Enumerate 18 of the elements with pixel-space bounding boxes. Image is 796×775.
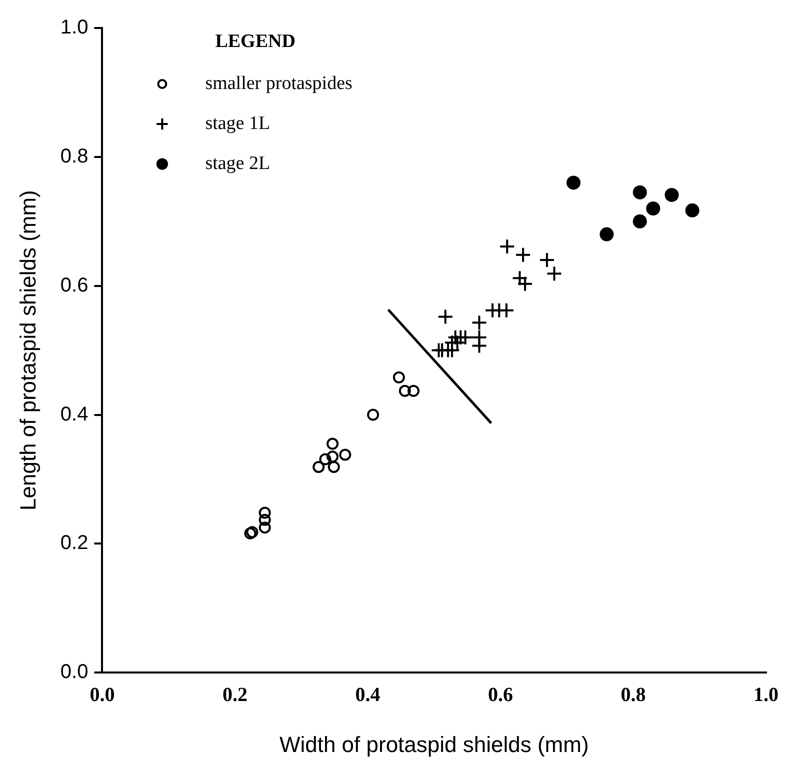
x-tick-label: 0.8	[620, 684, 646, 706]
y-tick-label: 0.4	[60, 403, 88, 426]
x-tick-label: 0.4	[355, 684, 380, 706]
x-tick-label: 0.6	[488, 684, 513, 706]
y-tick-label: 1.0	[60, 16, 88, 39]
legend-title: LEGEND	[215, 30, 296, 52]
legend-label: stage 2L	[205, 152, 270, 174]
x-tick-label: 0.0	[90, 684, 115, 706]
y-tick-label: 0.2	[60, 532, 88, 554]
y-axis-title: Length of protaspid shields (mm)	[15, 190, 40, 510]
y-tick-label: 0.0	[60, 661, 88, 684]
x-tick-label: 0.2	[222, 684, 248, 706]
legend-label: stage 1L	[205, 112, 270, 134]
legend-label: smaller protaspides	[205, 72, 352, 94]
x-tick-label: 1.0	[754, 684, 778, 706]
x-axis-title: Width of protaspid shields (mm)	[279, 732, 589, 757]
y-tick-label: 0.8	[60, 145, 88, 168]
y-tick-label: 0.6	[60, 274, 88, 296]
